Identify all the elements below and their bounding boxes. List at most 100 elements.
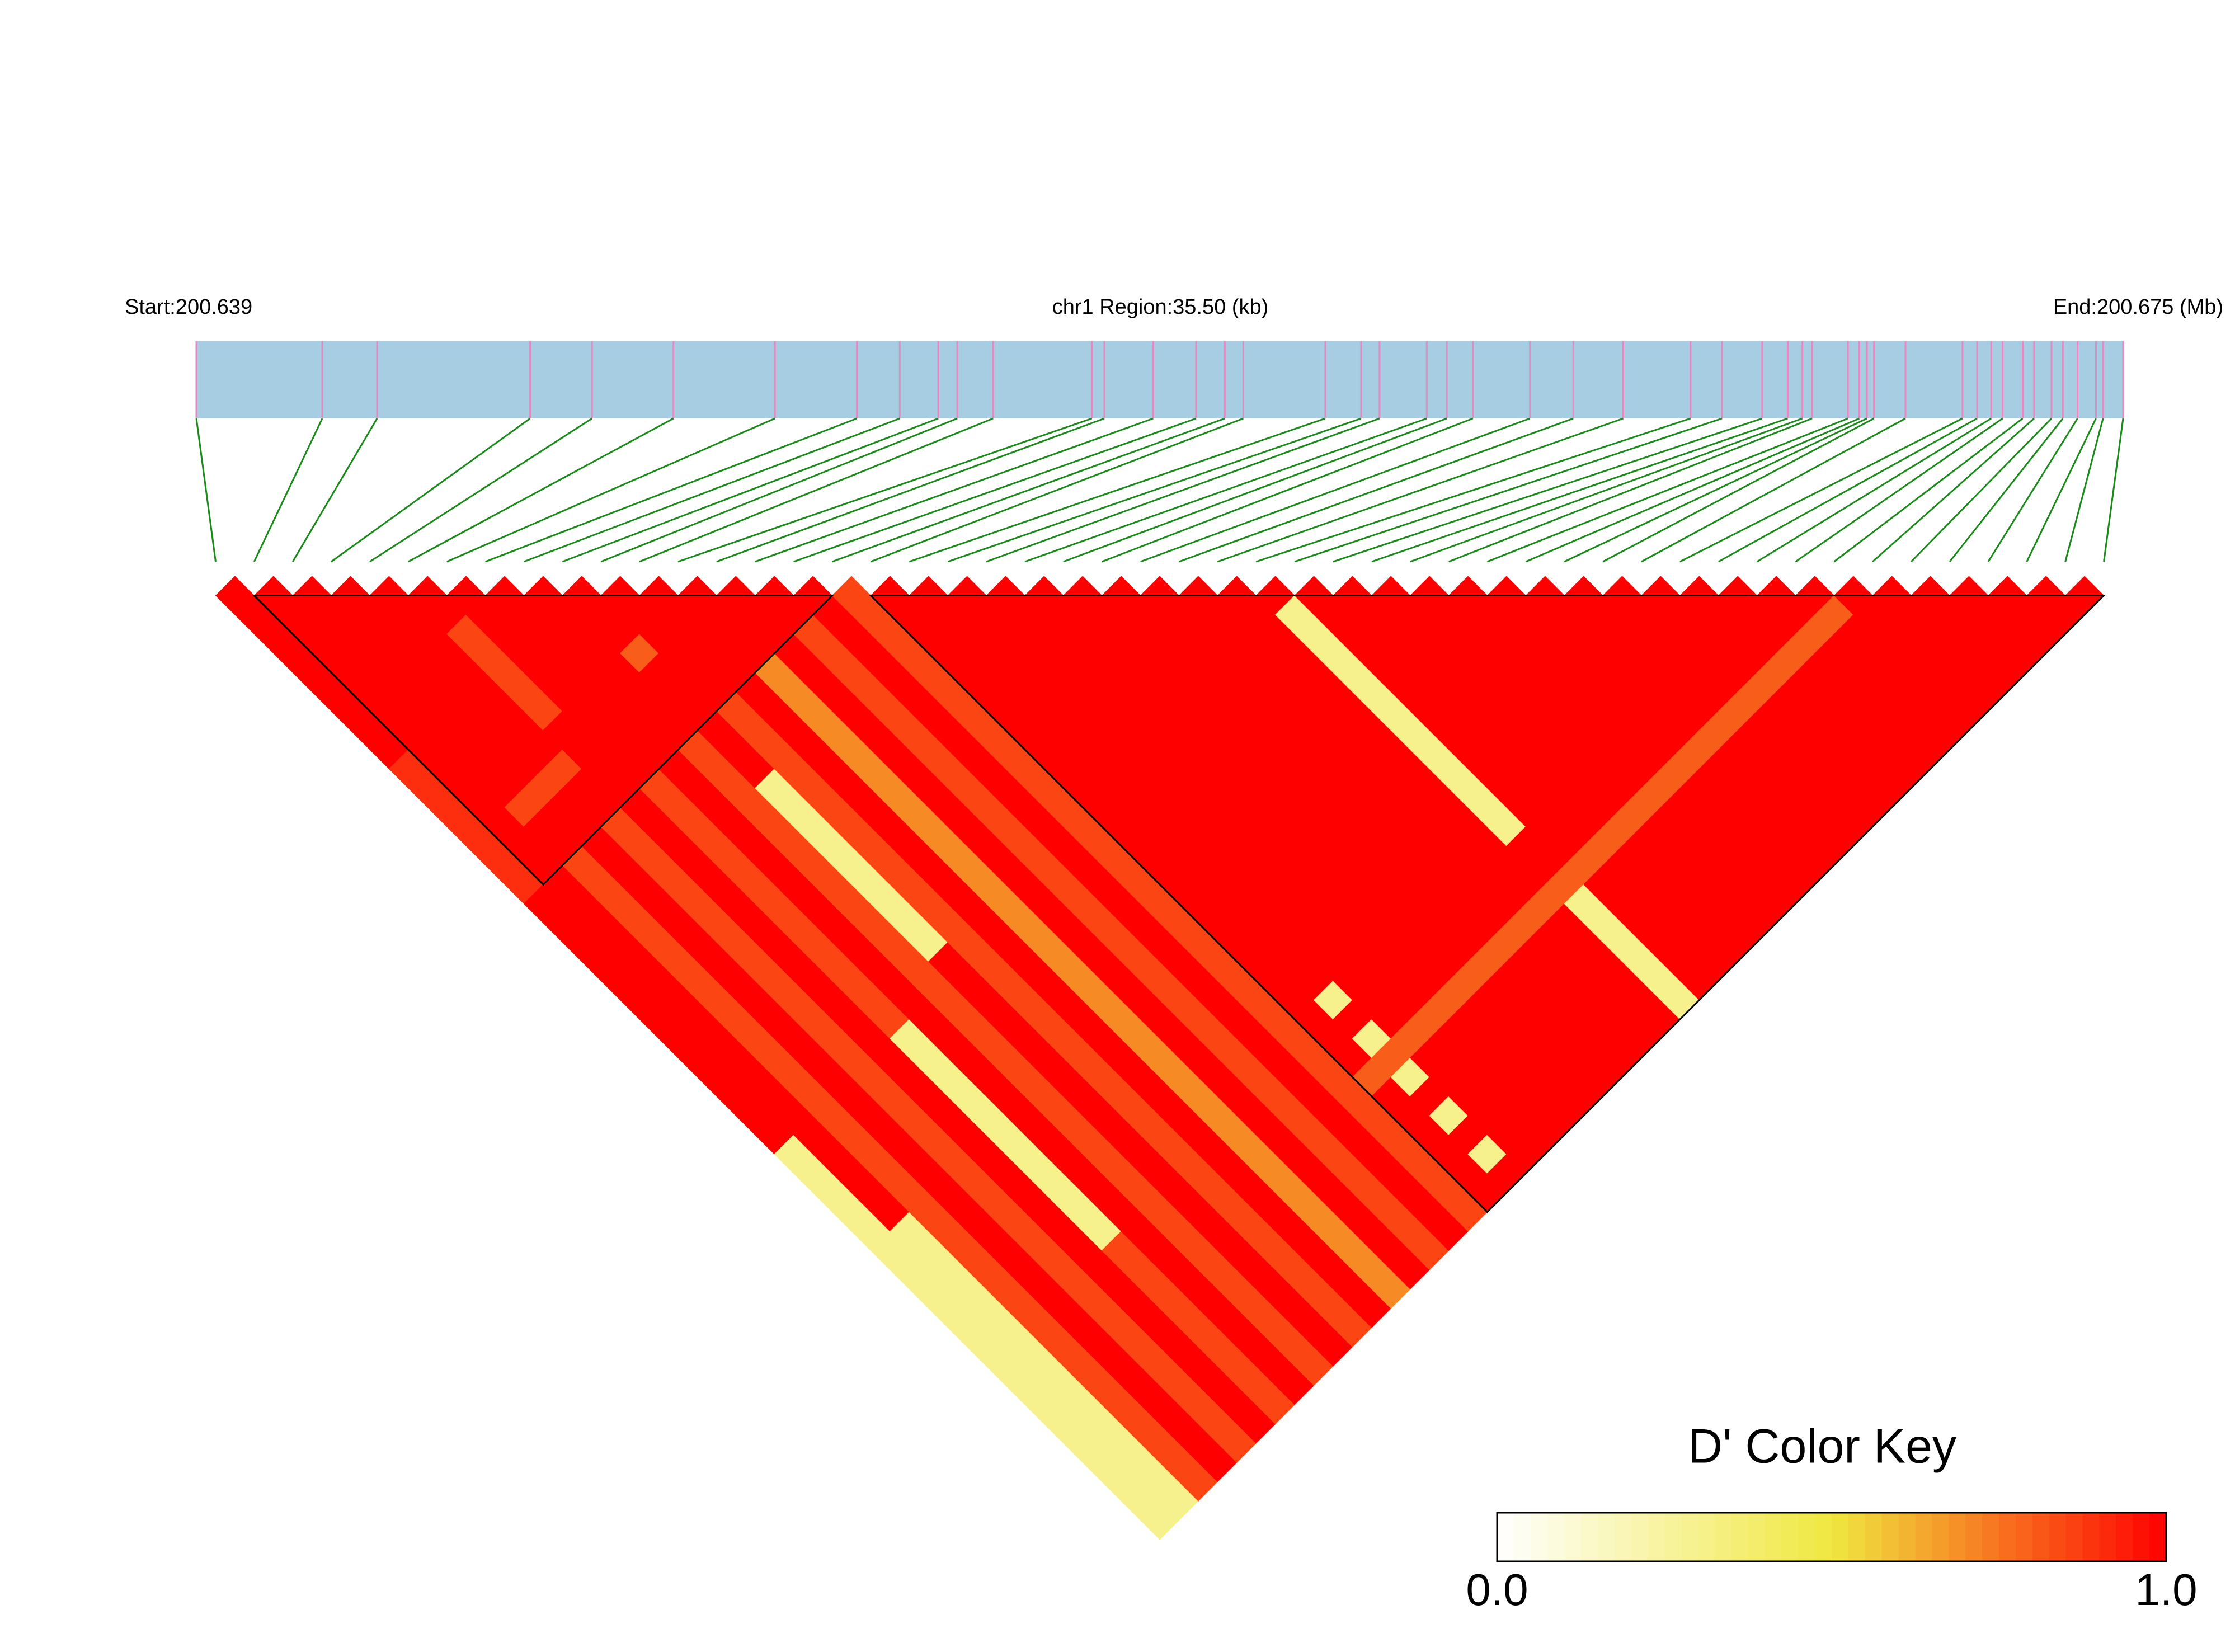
key-swatch bbox=[1614, 1513, 1631, 1561]
key-swatch bbox=[1932, 1513, 1950, 1561]
snp-connector bbox=[639, 417, 994, 563]
key-swatch bbox=[1815, 1513, 1832, 1561]
snp-connector bbox=[1679, 417, 1963, 563]
key-swatch bbox=[1697, 1513, 1715, 1561]
key-swatch bbox=[1714, 1513, 1732, 1561]
snp-connector bbox=[986, 417, 1380, 563]
key-label: 1.0 bbox=[2135, 1565, 2197, 1615]
snp-connector bbox=[408, 417, 674, 563]
snp-connector bbox=[1217, 417, 1624, 563]
key-swatch bbox=[1898, 1513, 1916, 1561]
snp-connector bbox=[1525, 417, 1860, 563]
key-swatch bbox=[1765, 1513, 1782, 1561]
snp-connector bbox=[909, 417, 1326, 563]
snp-connector bbox=[1140, 417, 1531, 563]
snp-connector bbox=[1718, 417, 1978, 563]
snp-connector bbox=[755, 417, 1154, 563]
key-swatch bbox=[2015, 1513, 2033, 1561]
key-swatch bbox=[2065, 1513, 2083, 1561]
snp-connector bbox=[2064, 418, 2104, 562]
ld-block bbox=[252, 594, 835, 886]
key-swatch bbox=[2082, 1513, 2100, 1561]
snp-connector bbox=[446, 417, 775, 563]
key-swatch bbox=[1564, 1513, 1582, 1561]
snp-connector bbox=[562, 417, 939, 563]
key-swatch bbox=[1798, 1513, 1815, 1561]
key-swatch bbox=[1597, 1513, 1615, 1561]
key-border bbox=[1496, 1512, 2167, 1562]
key-swatch bbox=[1731, 1513, 1749, 1561]
snp-connector bbox=[1756, 417, 1992, 563]
key-swatch bbox=[1965, 1513, 1983, 1561]
snp-connector bbox=[1911, 417, 2053, 563]
key-swatch bbox=[1999, 1513, 2016, 1561]
snp-connector bbox=[1795, 417, 2003, 563]
snp-connector bbox=[523, 417, 900, 563]
snp-connector bbox=[716, 417, 1105, 563]
key-swatch bbox=[2149, 1513, 2167, 1561]
key-swatch bbox=[1530, 1513, 1548, 1561]
snp-connector bbox=[195, 418, 217, 562]
snp-connector bbox=[832, 417, 1225, 563]
snp-connector bbox=[1987, 418, 2078, 562]
snp-connector bbox=[1024, 417, 1427, 563]
snp-connector bbox=[1641, 417, 1906, 563]
key-swatch bbox=[1982, 1513, 1999, 1561]
snp-connector bbox=[1410, 417, 1803, 563]
ld-block bbox=[868, 594, 2106, 1213]
end-label: End:200.675 (Mb) bbox=[2053, 295, 2223, 319]
snp-connector bbox=[947, 417, 1362, 563]
key-swatch bbox=[1915, 1513, 1933, 1561]
snp-connector bbox=[1486, 417, 1848, 563]
ld-cell bbox=[215, 576, 255, 615]
key-swatch bbox=[2032, 1513, 2050, 1561]
snp-connector bbox=[253, 418, 323, 562]
key-swatch bbox=[1748, 1513, 1766, 1561]
snp-connector bbox=[2026, 418, 2097, 562]
snp-connector bbox=[870, 417, 1244, 563]
snp-connector bbox=[2103, 418, 2124, 562]
key-title: D' Color Key bbox=[1688, 1420, 1956, 1474]
snp-connector bbox=[369, 417, 593, 563]
key-swatch bbox=[1949, 1513, 1966, 1561]
snp-connector bbox=[1063, 417, 1447, 563]
key-swatch bbox=[2116, 1513, 2133, 1561]
key-swatch bbox=[1513, 1513, 1531, 1561]
snp-connector bbox=[677, 417, 1093, 563]
key-swatch bbox=[1865, 1513, 1883, 1561]
key-swatch bbox=[2099, 1513, 2117, 1561]
snp-connector bbox=[1448, 417, 1813, 563]
snp-connector bbox=[291, 418, 378, 562]
snp-connector bbox=[331, 417, 531, 563]
snp-connector bbox=[1178, 417, 1574, 563]
key-swatch bbox=[2133, 1513, 2150, 1561]
snp-connector bbox=[1833, 417, 2024, 563]
snp-connector bbox=[1371, 417, 1788, 563]
key-swatch bbox=[1781, 1513, 1799, 1561]
snp-connector bbox=[1102, 417, 1474, 563]
key-swatch bbox=[1664, 1513, 1682, 1561]
key-swatch bbox=[1832, 1513, 1849, 1561]
snp-connector bbox=[1294, 417, 1723, 563]
key-swatch bbox=[2049, 1513, 2067, 1561]
snp-connector bbox=[1949, 418, 2064, 562]
key-swatch bbox=[1631, 1513, 1648, 1561]
key-swatch bbox=[1848, 1513, 1866, 1561]
key-swatch bbox=[1547, 1513, 1565, 1561]
snp-connector bbox=[1872, 417, 2035, 563]
key-swatch bbox=[1497, 1513, 1514, 1561]
region-label: chr1 Region:35.50 (kb) bbox=[1052, 295, 1269, 319]
snp-connector bbox=[600, 417, 958, 563]
snp-connector bbox=[793, 417, 1197, 563]
region-bar bbox=[196, 341, 2123, 418]
snp-connector bbox=[1602, 417, 1875, 563]
key-label: 0.0 bbox=[1466, 1565, 1528, 1615]
key-swatch bbox=[1881, 1513, 1899, 1561]
snp-connector bbox=[1564, 417, 1867, 563]
snp-connector bbox=[1333, 417, 1763, 563]
key-swatch bbox=[1648, 1513, 1665, 1561]
start-label: Start:200.639 bbox=[125, 295, 252, 319]
snp-connector bbox=[1255, 417, 1691, 563]
